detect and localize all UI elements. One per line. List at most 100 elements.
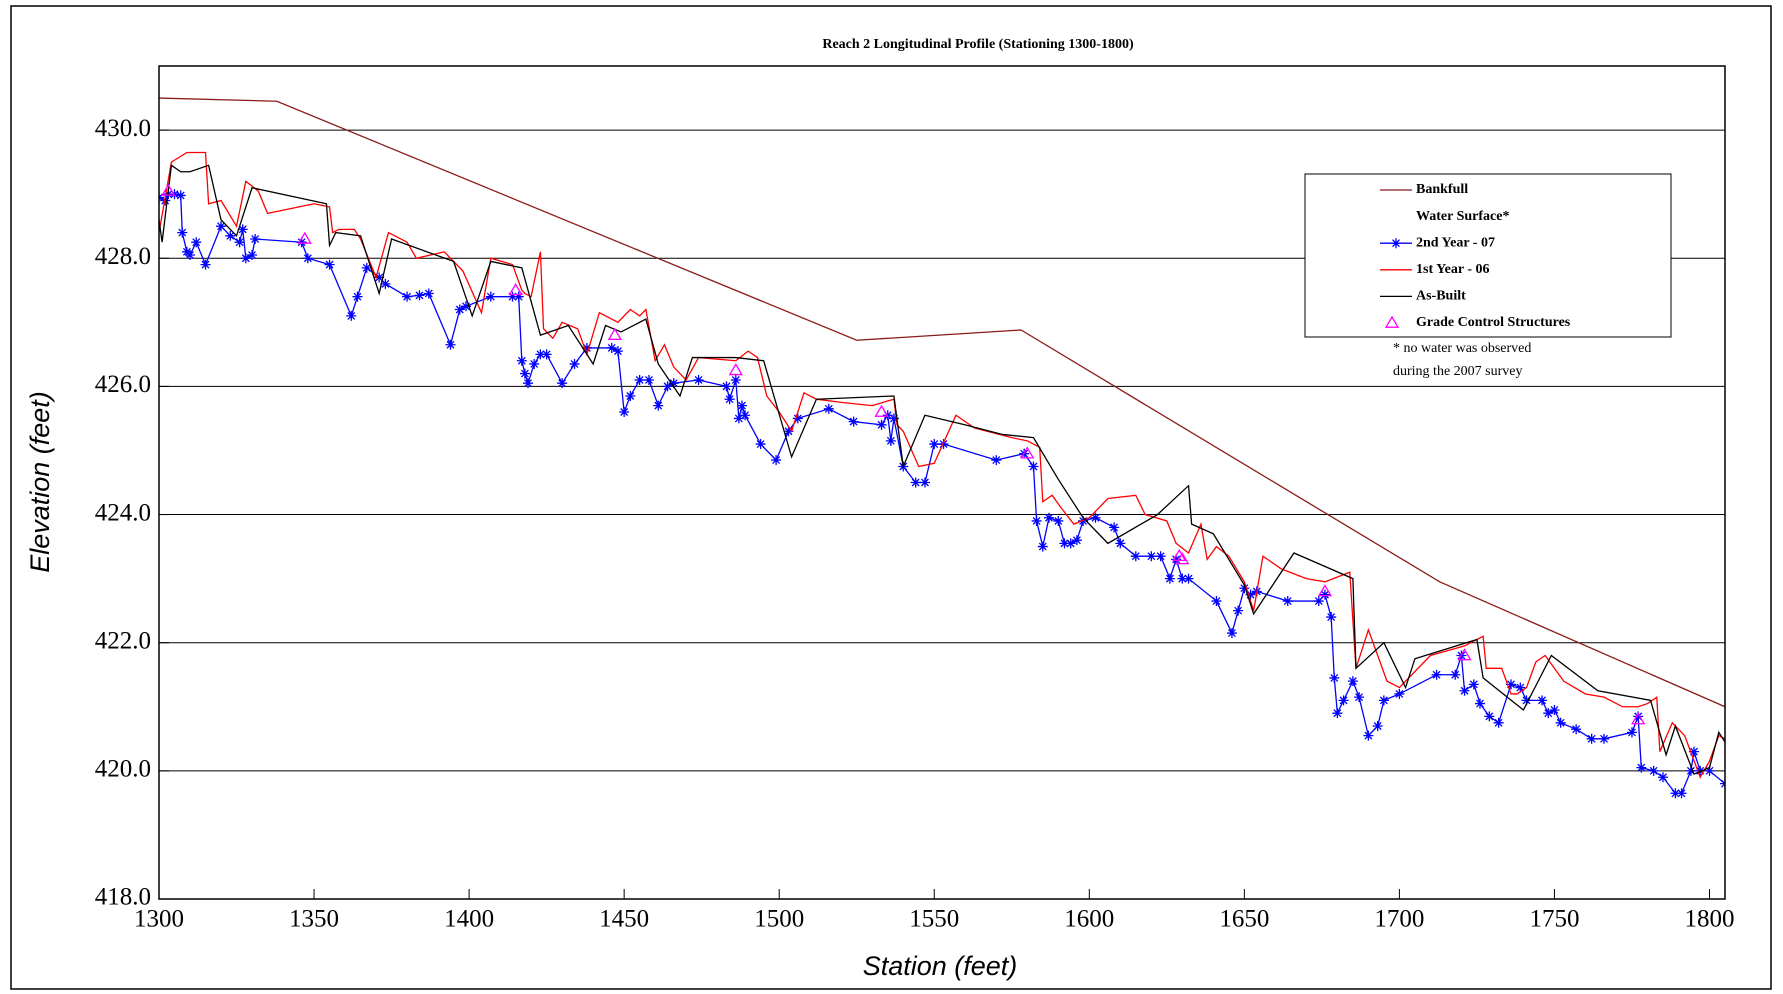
- data-point: [733, 413, 744, 424]
- data-point: [1211, 596, 1222, 607]
- x-tick-label: 1700: [1374, 906, 1424, 933]
- data-point: [234, 237, 245, 248]
- data-point: [516, 355, 527, 366]
- axes: 418.0 420.0 422.0 424.0 426.0 428.0 430.0 1300 1…: [95, 115, 1735, 933]
- data-point: [1631, 712, 1646, 725]
- data-point: [380, 278, 391, 289]
- y-axis-label: Elevation (feet): [25, 391, 55, 573]
- y-tick-label: 422.0: [95, 627, 151, 654]
- data-point: [885, 435, 896, 446]
- data-point: [625, 390, 636, 401]
- x-tick-label: 1750: [1529, 906, 1579, 933]
- data-point: [175, 190, 186, 201]
- x-tick-label: 1500: [754, 906, 804, 933]
- data-point: [485, 291, 496, 302]
- data-point: [1685, 765, 1696, 776]
- data-point: [1676, 788, 1687, 799]
- data-point: [1332, 708, 1343, 719]
- data-point: [454, 304, 465, 315]
- data-point: [693, 374, 704, 385]
- data-point: [1146, 551, 1157, 562]
- data-point: [1549, 704, 1560, 715]
- y-tick-label: 418.0: [95, 884, 151, 911]
- data-point: [740, 410, 751, 421]
- data-point: [352, 291, 363, 302]
- data-point: [1059, 538, 1070, 549]
- series-line: [159, 97, 1725, 708]
- data-point: [1688, 746, 1699, 757]
- data-point: [888, 413, 899, 424]
- data-point: [247, 250, 258, 261]
- data-point: [619, 407, 630, 418]
- legend-note: * no water was observed: [1393, 341, 1531, 356]
- legend-label: Grade Control Structures: [1416, 315, 1571, 330]
- data-point: [1326, 612, 1337, 623]
- data-point: [191, 237, 202, 248]
- data-point: [1037, 541, 1048, 552]
- data-point: [1459, 685, 1470, 696]
- data-point: [1626, 727, 1637, 738]
- data-point: [185, 250, 196, 261]
- data-point: [1172, 548, 1187, 562]
- data-point: [874, 404, 889, 417]
- data-point: [1233, 605, 1244, 616]
- data-point: [1378, 695, 1389, 706]
- data-point: [1394, 688, 1405, 699]
- data-point: [634, 374, 645, 385]
- data-point: [1493, 717, 1504, 728]
- data-point: [1071, 535, 1082, 546]
- data-point: [1043, 512, 1054, 523]
- data-point: [1657, 772, 1668, 783]
- data-point: [1282, 596, 1293, 607]
- data-point: [876, 419, 887, 430]
- data-point: [823, 403, 834, 414]
- data-point: [161, 183, 176, 196]
- data-point: [1115, 538, 1126, 549]
- data-point: [728, 363, 743, 376]
- data-point: [1130, 551, 1141, 562]
- x-axis-label: Station (feet): [863, 951, 1018, 981]
- data-point: [1648, 765, 1659, 776]
- data-point: [569, 358, 580, 369]
- data-point: [1543, 708, 1554, 719]
- data-point: [1155, 551, 1166, 562]
- data-point: [1053, 515, 1064, 526]
- data-point: [1164, 573, 1175, 584]
- data-point: [1633, 711, 1644, 722]
- data-point: [414, 290, 425, 301]
- data-point: [324, 259, 335, 270]
- data-point: [297, 231, 312, 244]
- data-point: [200, 259, 211, 270]
- data-point: [783, 426, 794, 437]
- legend-marker: [1391, 238, 1401, 249]
- data-point: [1090, 512, 1101, 523]
- data-point: [724, 394, 735, 405]
- data-point: [721, 381, 732, 392]
- data-point: [1319, 589, 1330, 600]
- legend-label: 1st Year - 06: [1416, 262, 1490, 277]
- data-point: [1171, 554, 1182, 565]
- data-point: [1020, 446, 1035, 459]
- data-point: [1555, 717, 1566, 728]
- data-point: [668, 378, 679, 389]
- data-point: [643, 374, 654, 385]
- legend-label: 2nd Year - 07: [1416, 235, 1495, 250]
- data-point: [1670, 788, 1681, 799]
- x-tick-label: 1550: [909, 906, 959, 933]
- chart-title: Reach 2 Longitudinal Profile (Stationing…: [822, 37, 1134, 52]
- legend-label: As-Built: [1416, 289, 1466, 304]
- data-point: [1506, 679, 1517, 690]
- data-point: [374, 272, 385, 283]
- data-point: [919, 477, 930, 488]
- data-point: [581, 342, 592, 353]
- data-point: [1028, 461, 1039, 472]
- data-point: [513, 291, 524, 302]
- y-tick-label: 428.0: [95, 243, 151, 270]
- data-point: [216, 221, 227, 232]
- data-point: [1586, 733, 1597, 744]
- data-point: [541, 349, 552, 360]
- data-point: [1245, 589, 1256, 600]
- data-point: [1065, 538, 1076, 549]
- data-point: [1347, 676, 1358, 687]
- x-tick-label: 1350: [289, 906, 339, 933]
